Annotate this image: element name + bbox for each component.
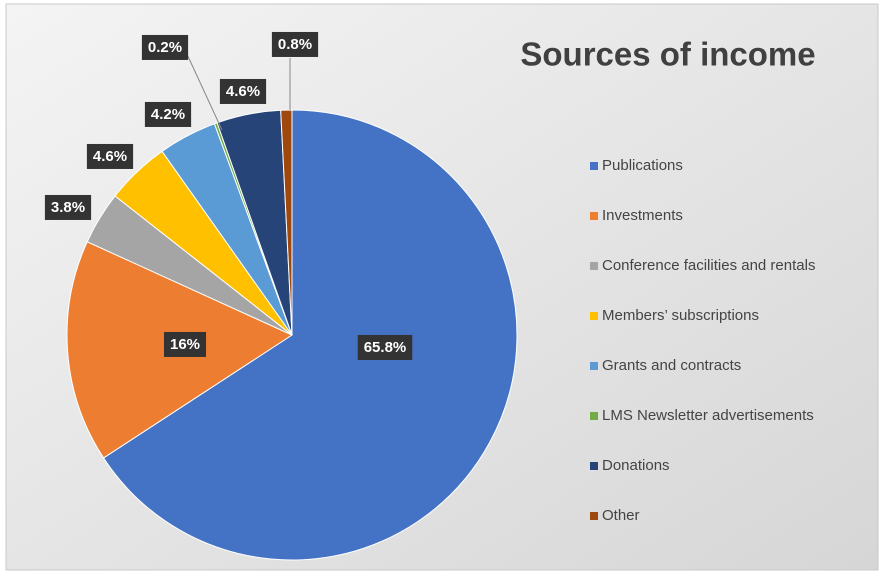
legend-swatch xyxy=(590,262,598,270)
legend-label: Other xyxy=(602,507,640,524)
chart-title: Sources of income xyxy=(520,36,815,73)
value-label-box xyxy=(357,334,413,360)
legend-label: Grants and contracts xyxy=(602,357,741,374)
legend-swatch xyxy=(590,462,598,470)
pie-slice xyxy=(102,109,518,561)
legend-swatch xyxy=(590,512,598,520)
legend-label: Publications xyxy=(602,157,683,174)
legend: Publications Investments Conference facili… xyxy=(590,157,815,524)
value-label: 4.6% xyxy=(226,83,260,100)
legend-label: Conference facilities and rentals xyxy=(602,257,815,274)
pie-slice xyxy=(280,109,293,336)
value-label: 0.8% xyxy=(278,36,312,53)
value-label: 4.6% xyxy=(93,148,127,165)
value-label: 4.2% xyxy=(151,106,185,123)
value-labels: 65.8% 16% 3.8% 4.6% 4.2% 0.2% 4.6% 0.8% xyxy=(44,31,413,360)
legend-swatch xyxy=(590,312,598,320)
legend-swatch xyxy=(590,362,598,370)
value-label-box xyxy=(141,34,189,60)
legend-swatch xyxy=(590,412,598,420)
value-label-box xyxy=(271,31,319,57)
value-label-box xyxy=(44,194,92,220)
value-label: 16% xyxy=(170,336,200,353)
legend-swatch xyxy=(590,212,598,220)
pie xyxy=(66,109,518,561)
legend-label: Donations xyxy=(602,457,670,474)
legend-label: Investments xyxy=(602,207,683,224)
value-label: 3.8% xyxy=(51,199,85,216)
legend-label: LMS Newsletter advertisements xyxy=(602,407,814,424)
leader-line xyxy=(185,51,223,131)
legend-label: Members’ subscriptions xyxy=(602,307,759,324)
value-label-box xyxy=(86,143,134,169)
value-label-box xyxy=(163,331,207,357)
value-label: 0.2% xyxy=(148,39,182,56)
legend-swatch xyxy=(590,162,598,170)
value-label: 65.8% xyxy=(364,339,407,356)
value-label-box xyxy=(219,78,267,104)
value-label-box xyxy=(144,101,192,127)
